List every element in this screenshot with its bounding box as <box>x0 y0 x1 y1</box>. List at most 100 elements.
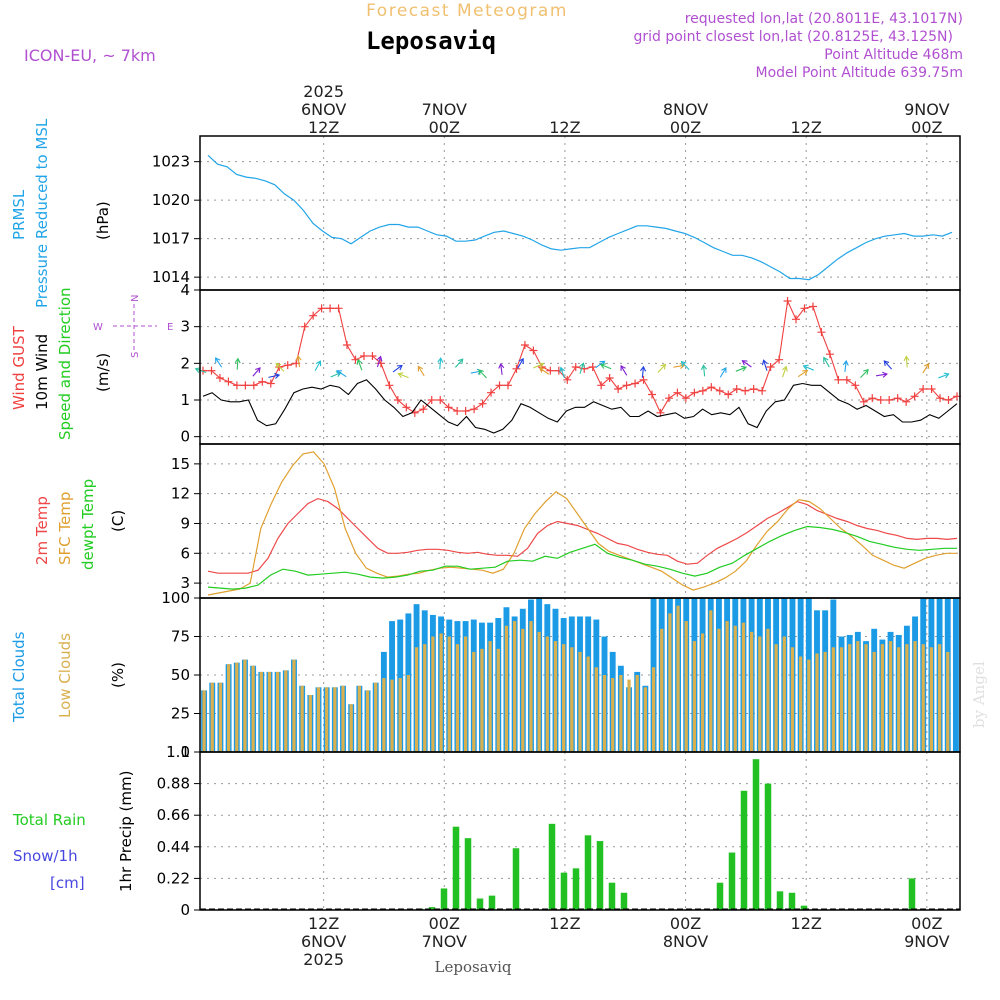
y-tick-label: 1020 <box>152 191 190 209</box>
low-cloud-bar <box>602 675 607 752</box>
wind-arrow-head <box>579 362 586 369</box>
low-cloud-bar <box>799 656 803 752</box>
prmsl-label: PRMSL <box>10 189 28 240</box>
pressure-line <box>207 154 953 281</box>
wind-direction-arrow <box>417 366 425 377</box>
gust-marker <box>800 304 809 313</box>
gust-marker <box>808 302 817 311</box>
gust-marker <box>343 341 352 349</box>
y-tick-label: 1017 <box>152 230 190 248</box>
gust-marker <box>368 352 377 360</box>
gust-marker <box>478 399 487 408</box>
gust-marker <box>326 304 335 313</box>
wind-arrow-head <box>498 362 505 369</box>
low-cloud-bar <box>325 687 329 752</box>
low-cloud-bar <box>586 656 590 752</box>
wind-direction-arrow <box>330 372 341 378</box>
gust-line <box>203 299 958 414</box>
compass-rose: N S W E <box>93 295 173 358</box>
temp2m-label: 2m Temp <box>33 496 51 565</box>
low-cloud-bar <box>382 678 386 752</box>
y-tick-label: 6 <box>180 544 190 562</box>
wind-direction-arrow <box>875 373 888 377</box>
low-cloud-bar <box>815 653 819 752</box>
gust-marker <box>639 375 648 384</box>
y-tick-label: 0.44 <box>157 838 190 856</box>
wind-direction-arrow <box>439 358 442 370</box>
gust-marker <box>470 405 479 414</box>
wind-direction-arrow <box>719 367 727 378</box>
y-tick-label: 50 <box>171 666 190 684</box>
wind-direction-arrow <box>579 363 584 374</box>
wind-arrow-head <box>863 368 869 375</box>
low-cloud-bar <box>660 628 664 752</box>
gust-marker <box>868 394 877 403</box>
low-cloud-bar <box>733 625 737 752</box>
gust-marker <box>707 383 716 392</box>
compass-s: S <box>130 352 141 358</box>
low-cloud-bar <box>431 636 435 752</box>
wind-direction-arrow <box>297 356 301 368</box>
gust-marker <box>817 328 826 337</box>
wind-arrow-head <box>457 358 464 365</box>
low-cloud-bar <box>284 670 288 752</box>
low-cloud-bar <box>251 665 255 752</box>
gust-marker <box>834 375 843 384</box>
low-cloud-bar <box>578 651 582 752</box>
low-cloud-bar <box>741 622 746 752</box>
wind-arrow-head <box>640 365 647 372</box>
precip-bar <box>512 848 520 910</box>
low-cloud-bar <box>749 631 754 752</box>
y-tick-label: 0.88 <box>157 775 190 793</box>
gust-marker <box>919 385 928 393</box>
wind-arrow-head <box>275 362 282 369</box>
wind-direction-arrow <box>314 360 321 372</box>
gust-marker <box>495 381 504 390</box>
snow-label: Snow/1h <box>13 847 78 865</box>
gust-marker <box>944 396 953 404</box>
gust-marker <box>393 396 402 404</box>
wind-direction-arrow <box>236 358 239 370</box>
low-cloud-bar <box>692 641 697 752</box>
wind-arrow-head <box>823 356 829 363</box>
total-clouds-label: Total Clouds <box>10 631 28 723</box>
gust-marker <box>893 394 902 403</box>
wind-arrow-head <box>356 358 363 365</box>
precip-bar <box>560 872 568 910</box>
wind-arrow-head <box>397 372 404 378</box>
low-cloud-bar <box>349 704 353 752</box>
gust-marker <box>664 394 673 403</box>
gust-marker <box>597 381 606 390</box>
gust-marker <box>724 390 733 399</box>
wind-arrow-head <box>215 357 221 363</box>
total-rain-label: Total Rain <box>12 811 86 829</box>
precip-bar <box>728 852 736 910</box>
low-cloud-bar <box>463 636 468 752</box>
wind-direction-arrow <box>860 369 869 378</box>
low-cloud-bar <box>676 605 680 752</box>
wind-arrow-head <box>255 367 261 374</box>
wind-arrow-head <box>943 372 950 379</box>
low-cloud-bar <box>406 675 411 752</box>
gust-marker <box>436 396 445 404</box>
gust-marker <box>461 407 470 415</box>
gust-marker <box>927 385 936 393</box>
low-clouds-label: Low Clouds <box>56 633 74 718</box>
bottom-time-label: 00Z <box>911 914 942 933</box>
gust-label: Wind GUST <box>10 325 28 410</box>
low-cloud-bar <box>341 685 345 752</box>
wind-direction-arrow <box>702 365 706 377</box>
credit-watermark: by Angel <box>970 661 988 728</box>
wind-direction-arrow <box>742 360 752 368</box>
precip-bar <box>608 882 616 910</box>
low-cloud-bar <box>758 636 762 752</box>
wind-direction-arrow <box>844 360 847 372</box>
wind-arrow-head <box>882 371 888 378</box>
panel-frame <box>199 751 961 911</box>
low-cloud-bar <box>684 621 688 752</box>
gust-marker <box>792 315 801 324</box>
gust-marker <box>851 381 860 390</box>
gust-marker <box>334 304 343 313</box>
y-tick-label: 2 <box>180 354 190 372</box>
